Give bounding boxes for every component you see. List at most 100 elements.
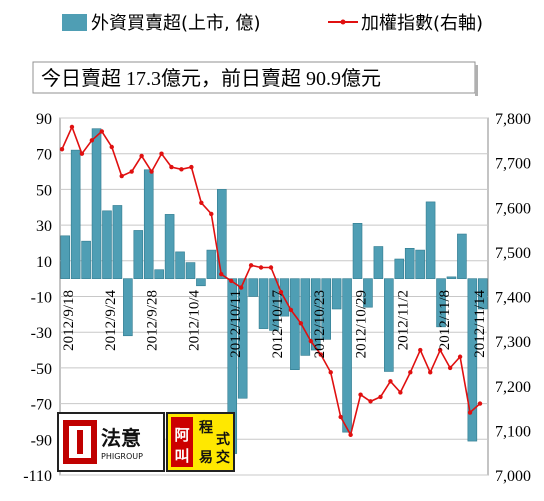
- logo1-mark-bar: [77, 430, 83, 454]
- bar: [164, 214, 175, 279]
- logo2-red-block: [171, 417, 193, 467]
- index-point: [338, 414, 343, 420]
- left-axis: 90 70 50 30 10 -10 -30 -50 -70 -90 -110: [23, 111, 52, 485]
- program-trading-logo: 阿 叫 程 式 易 交: [166, 412, 235, 472]
- index-point: [209, 211, 214, 217]
- index-point: [238, 285, 244, 290]
- index-point: [169, 164, 174, 170]
- logo2-char-1: 阿: [174, 426, 189, 444]
- logo2-char-6: 交: [216, 449, 230, 466]
- bar: [237, 278, 248, 399]
- bar: [112, 205, 123, 279]
- bar: [248, 278, 258, 297]
- index-point: [69, 124, 75, 130]
- right-axis-tick-label: 7,200: [495, 379, 531, 396]
- bar: [269, 278, 279, 331]
- index-point: [199, 200, 204, 205]
- bar-layer: [60, 128, 488, 454]
- bar: [425, 201, 436, 279]
- index-point: [477, 401, 483, 406]
- left-axis-tick-label: -110: [23, 468, 52, 485]
- bar: [373, 246, 384, 279]
- left-axis-tick-label: 90: [36, 111, 52, 128]
- bar: [404, 248, 415, 279]
- right-axis-tick-label: 7,400: [495, 290, 531, 307]
- index-point: [119, 173, 124, 179]
- x-axis-tick-label: 2012/11/14: [472, 290, 488, 358]
- bar: [102, 210, 112, 279]
- index-point: [248, 263, 254, 268]
- right-axis-tick-label: 7,500: [495, 245, 531, 262]
- right-axis-tick-label: 7,700: [495, 156, 531, 173]
- index-point: [99, 129, 105, 134]
- line-layer: [59, 124, 483, 438]
- bar: [81, 240, 91, 279]
- index-point: [308, 338, 314, 344]
- bar: [70, 149, 81, 279]
- bar: [352, 223, 363, 279]
- right-axis-tick-label: 7,600: [495, 200, 531, 217]
- index-point: [398, 390, 403, 395]
- index-point: [467, 410, 473, 415]
- index-point: [268, 265, 274, 270]
- bar: [394, 258, 405, 279]
- bar: [342, 278, 352, 433]
- bar: [321, 278, 331, 340]
- index-point: [139, 153, 144, 159]
- x-axis-tick-label: 2012/9/18: [61, 290, 77, 351]
- bar: [384, 278, 394, 372]
- index-point: [278, 289, 284, 295]
- right-axis: 7,800 7,700 7,600 7,500 7,400 7,300 7,200 7,100…: [495, 111, 531, 485]
- right-axis-tick-label: 7,300: [495, 334, 531, 351]
- index-point: [189, 164, 194, 170]
- logo1-text: 法意: [101, 426, 141, 450]
- index-point: [368, 399, 373, 404]
- logo2-char-5: 易: [199, 450, 213, 466]
- bar: [175, 251, 185, 279]
- bar: [436, 278, 446, 328]
- index-point: [348, 432, 353, 438]
- index-point: [288, 307, 294, 313]
- bar: [331, 278, 342, 310]
- bar: [154, 269, 164, 279]
- bar: [446, 276, 457, 279]
- x-axis-tick-label: 2012/11/2: [395, 290, 411, 350]
- logo2-char-4: 式: [216, 431, 230, 448]
- legend-line-marker: [340, 19, 346, 25]
- index-point: [318, 352, 323, 357]
- bar: [123, 278, 133, 337]
- index-point: [328, 370, 333, 375]
- index-point: [219, 271, 224, 277]
- index-point: [418, 347, 423, 353]
- index-point: [358, 392, 363, 397]
- summary-box-shadow: [475, 65, 478, 96]
- left-axis-tick-label: 30: [36, 218, 52, 235]
- x-axis-tick-label: 2012/10/23: [312, 290, 328, 358]
- left-axis-tick-label: 70: [36, 147, 52, 164]
- bar: [206, 249, 217, 279]
- index-point: [109, 144, 114, 150]
- left-axis-tick-label: -70: [31, 397, 52, 414]
- legend: 外資買賣超(上市, 億) 加權指數(右軸): [62, 13, 483, 34]
- summary-text: 今日賣超 17.3億元，前日賣超 90.9億元: [41, 67, 381, 90]
- right-axis-tick-label: 7,800: [495, 111, 531, 128]
- x-axis-tick-label: 2012/11/8: [437, 290, 453, 350]
- index-point: [129, 169, 134, 174]
- bar: [185, 262, 196, 279]
- x-axis-tick-label: 2012/10/29: [354, 290, 370, 358]
- bar: [415, 249, 425, 279]
- left-axis-tick-label: -90: [31, 432, 52, 449]
- bar: [133, 230, 144, 279]
- bar: [477, 278, 488, 310]
- left-axis-tick-label: 50: [36, 182, 52, 199]
- index-point: [298, 321, 304, 326]
- index-point: [457, 354, 463, 359]
- x-axis: 2012/9/18 2012/9/24 2012/9/28 2012/10/4 2012…: [61, 290, 488, 359]
- summary-box: 今日賣超 17.3億元，前日賣超 90.9億元: [32, 61, 478, 96]
- bar: [196, 278, 206, 287]
- index-point: [159, 151, 164, 156]
- legend-line-label: 加權指數(右軸): [361, 13, 483, 34]
- index-point: [59, 147, 65, 152]
- index-point: [258, 265, 264, 270]
